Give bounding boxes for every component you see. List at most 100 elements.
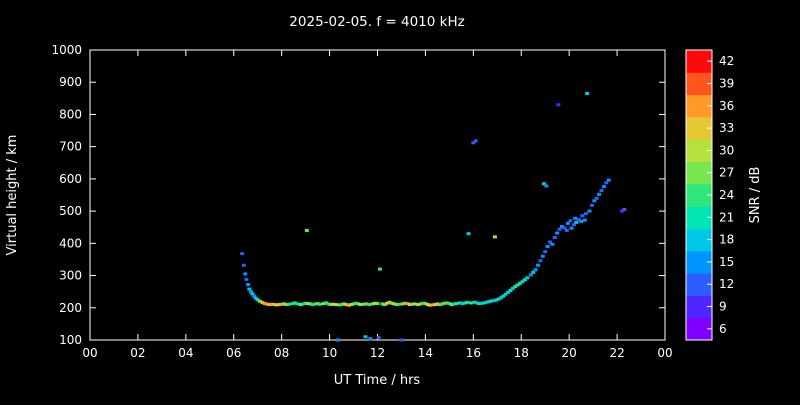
data-point bbox=[471, 141, 476, 145]
data-point bbox=[368, 337, 373, 341]
data-point bbox=[389, 301, 394, 305]
data-point bbox=[410, 302, 415, 306]
data-point bbox=[555, 231, 560, 235]
data-point bbox=[492, 235, 497, 239]
data-point bbox=[491, 299, 496, 303]
data-point bbox=[358, 303, 363, 307]
data-point bbox=[597, 192, 602, 196]
data-point bbox=[513, 285, 518, 289]
x-tick-label: 20 bbox=[562, 346, 577, 360]
data-point bbox=[249, 290, 253, 294]
data-point bbox=[569, 226, 574, 230]
data-point bbox=[486, 300, 491, 304]
colorbar-tick-label: 18 bbox=[719, 233, 734, 247]
plot-area bbox=[89, 49, 666, 341]
colorbar-band bbox=[686, 273, 712, 296]
data-point bbox=[382, 303, 387, 307]
data-point bbox=[454, 302, 459, 306]
data-point bbox=[477, 302, 482, 306]
x-tick-label: 18 bbox=[514, 346, 529, 360]
data-point bbox=[243, 272, 248, 276]
data-point bbox=[344, 303, 349, 307]
data-point bbox=[619, 209, 624, 213]
data-point bbox=[594, 196, 599, 200]
data-point bbox=[321, 302, 326, 306]
x-tick-label: 06 bbox=[226, 346, 241, 360]
data-point bbox=[589, 203, 594, 207]
y-tick-label: 700 bbox=[59, 140, 82, 154]
data-point bbox=[292, 301, 297, 305]
data-point bbox=[252, 294, 257, 298]
data-point bbox=[346, 303, 351, 307]
data-point bbox=[270, 302, 275, 306]
data-point bbox=[473, 139, 478, 143]
colorbar-tick-label: 9 bbox=[719, 300, 727, 314]
data-point bbox=[255, 298, 260, 302]
data-point bbox=[260, 301, 265, 305]
data-point bbox=[435, 302, 440, 306]
data-point bbox=[510, 286, 515, 290]
data-point bbox=[525, 276, 530, 280]
data-point bbox=[286, 302, 291, 306]
data-point bbox=[244, 277, 249, 281]
colorbar-tick-label: 24 bbox=[719, 188, 734, 202]
data-point bbox=[576, 217, 581, 221]
data-point bbox=[301, 302, 306, 306]
data-point bbox=[583, 212, 588, 216]
colorbar-tick-label: 6 bbox=[719, 322, 727, 336]
data-point bbox=[339, 303, 344, 307]
colorbar-tick-label: 27 bbox=[719, 166, 734, 180]
data-point bbox=[399, 338, 404, 342]
colorbar-tick-label: 39 bbox=[719, 76, 734, 90]
data-point bbox=[418, 302, 423, 306]
y-tick-label: 500 bbox=[59, 204, 82, 218]
data-point bbox=[397, 302, 402, 306]
data-point bbox=[385, 301, 390, 305]
data-point bbox=[423, 302, 428, 306]
data-point bbox=[250, 292, 255, 296]
colorbar-band bbox=[686, 116, 712, 140]
data-point bbox=[308, 302, 313, 306]
data-point bbox=[536, 263, 541, 267]
data-point bbox=[361, 302, 366, 306]
data-point bbox=[542, 182, 547, 186]
colorbar-tick-label: 15 bbox=[719, 255, 734, 269]
y-tick-label: 800 bbox=[59, 107, 82, 121]
colorbar-band bbox=[686, 317, 712, 341]
data-point bbox=[604, 181, 609, 185]
data-point bbox=[520, 280, 525, 284]
data-point bbox=[437, 303, 442, 307]
data-point bbox=[482, 301, 487, 305]
data-point bbox=[351, 302, 356, 306]
data-point bbox=[400, 302, 405, 306]
data-point bbox=[290, 302, 295, 306]
x-tick-label: 00 bbox=[82, 346, 97, 360]
y-tick-label: 900 bbox=[59, 75, 82, 89]
colorbar-band bbox=[686, 295, 712, 319]
colorbar-band bbox=[686, 161, 712, 185]
data-point bbox=[562, 226, 567, 230]
data-point bbox=[331, 302, 336, 306]
x-tick-label: 08 bbox=[274, 346, 289, 360]
x-tick-label: 10 bbox=[322, 346, 337, 360]
data-point bbox=[425, 303, 430, 307]
data-point bbox=[571, 223, 576, 227]
data-point bbox=[548, 240, 552, 244]
data-point bbox=[323, 301, 328, 305]
y-tick-label: 400 bbox=[59, 236, 82, 250]
y-tick-label: 1000 bbox=[51, 43, 82, 57]
data-point bbox=[465, 300, 470, 304]
data-point bbox=[380, 302, 385, 306]
chart-title: 2025-02-05. f = 4010 kHz bbox=[289, 14, 464, 30]
data-point bbox=[394, 303, 399, 307]
data-point bbox=[376, 335, 381, 339]
colorbar-band bbox=[686, 50, 712, 73]
data-point bbox=[592, 199, 597, 203]
data-point bbox=[494, 298, 499, 302]
data-point bbox=[298, 303, 303, 307]
data-point bbox=[318, 302, 322, 306]
data-point bbox=[367, 303, 372, 307]
data-point bbox=[452, 302, 457, 306]
data-point bbox=[364, 302, 369, 306]
